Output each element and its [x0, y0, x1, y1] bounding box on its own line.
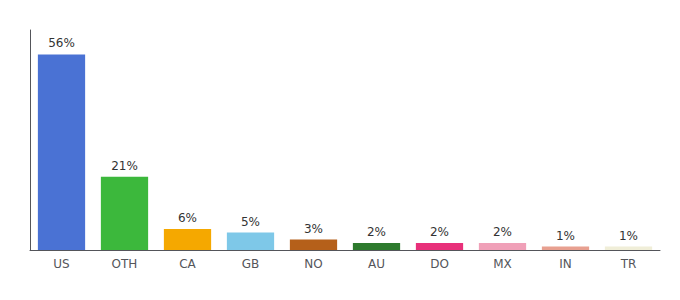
- svg-text:GB: GB: [242, 257, 260, 271]
- svg-text:IN: IN: [559, 257, 572, 271]
- svg-text:NO: NO: [304, 257, 322, 271]
- svg-text:CA: CA: [179, 257, 196, 271]
- svg-text:5%: 5%: [241, 215, 260, 229]
- svg-text:6%: 6%: [178, 211, 197, 225]
- svg-text:OTH: OTH: [112, 257, 138, 271]
- svg-text:TR: TR: [620, 257, 637, 271]
- svg-text:1%: 1%: [619, 229, 638, 243]
- svg-text:AU: AU: [368, 257, 385, 271]
- svg-text:2%: 2%: [367, 225, 386, 239]
- svg-text:DO: DO: [430, 257, 449, 271]
- svg-text:US: US: [53, 257, 69, 271]
- svg-text:21%: 21%: [111, 159, 138, 173]
- svg-text:3%: 3%: [304, 222, 323, 236]
- svg-text:1%: 1%: [556, 229, 575, 243]
- svg-text:2%: 2%: [430, 225, 449, 239]
- svg-text:56%: 56%: [48, 36, 75, 50]
- svg-text:2%: 2%: [493, 225, 512, 239]
- svg-text:MX: MX: [493, 257, 512, 271]
